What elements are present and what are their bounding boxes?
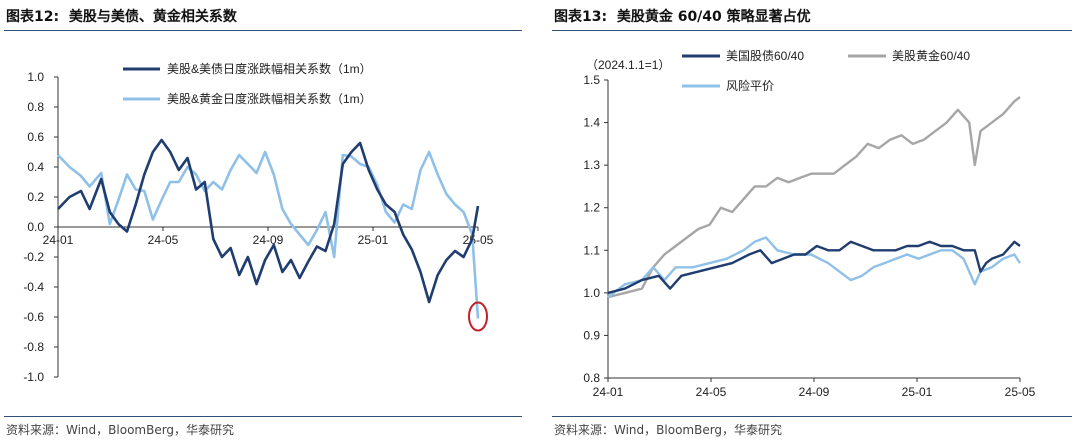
x-tick-label: 25-05 — [1005, 385, 1036, 399]
y-tick-label: -0.8 — [23, 340, 44, 354]
legend-label: 美股&黄金日度涨跌幅相关系数（1m） — [167, 91, 372, 106]
chart-panel-left: 图表12: 美股与美债、黄金相关系数 1.0 0.8 0.6 0.4 0.2 0.0 -0.… — [0, 0, 530, 443]
x-tick-label: 24-09 — [799, 385, 830, 399]
correlation-chart: 1.0 0.8 0.6 0.4 0.2 0.0 -0.2 -0.4 -0.6 -0.8 -1.0 24… — [23, 61, 494, 384]
y-tick-label: 0.8 — [583, 371, 600, 385]
y-tick-label: 1.0 — [27, 70, 44, 84]
y-tick-label: -0.2 — [23, 250, 44, 264]
chart-panel-right: 图表13: 美股黄金 60/40 策略显著占优 1.5 1.4 1.3 1.2 1.1 1… — [548, 0, 1080, 443]
y-tick-label: -0.6 — [23, 310, 44, 324]
x-tick-label: 24-05 — [148, 233, 179, 247]
source-note: 资料来源：Wind，BloomBerg，华泰研究 — [554, 423, 783, 437]
x-tick-label: 25-01 — [902, 385, 933, 399]
series-line — [57, 138, 480, 304]
source-note: 资料来源：Wind，BloomBerg，华泰研究 — [6, 423, 235, 437]
chart-title: 图表12: 美股与美债、黄金相关系数 — [6, 9, 237, 25]
y-tick-label: 1.3 — [583, 158, 600, 172]
series-line — [57, 150, 480, 319]
y-tick-label: -0.4 — [23, 280, 44, 294]
source-rule — [4, 416, 522, 417]
series-line — [607, 96, 1021, 299]
y-tick-label: 1.2 — [583, 201, 600, 215]
highlight-circle — [468, 301, 488, 332]
x-tick-label: 24-01 — [43, 233, 74, 247]
y-tick-label: -1.0 — [23, 370, 44, 384]
legend-label: 风险平价 — [726, 78, 774, 93]
y-tick-label: 0.0 — [27, 220, 44, 234]
title-rule — [552, 30, 1072, 31]
legend-label: 美国股债60/40 — [726, 49, 804, 63]
y-tick-label: 0.8 — [27, 100, 44, 114]
title-rule — [4, 30, 522, 31]
x-tick-label: 24-01 — [593, 385, 624, 399]
x-tick-label: 25-01 — [358, 233, 389, 247]
legend-label: 美股黄金60/40 — [892, 48, 970, 63]
chart-subtitle: （2024.1.1=1） — [586, 58, 670, 72]
series-line — [607, 240, 1021, 295]
strategy-performance-chart: 1.5 1.4 1.3 1.2 1.1 1.0 0.9 0.824-01 24-05 24-09 2… — [583, 48, 1036, 399]
chart-title: 图表13: 美股黄金 60/40 策略显著占优 — [554, 9, 811, 25]
series-line — [607, 236, 1022, 299]
x-tick-label: 24-09 — [253, 233, 284, 247]
y-tick-label: 1.4 — [583, 116, 600, 130]
x-tick-label: 24-05 — [696, 385, 727, 399]
source-rule — [552, 416, 1072, 417]
y-tick-label: 0.4 — [27, 160, 44, 174]
y-tick-label: 1.1 — [583, 243, 600, 257]
y-tick-label: 1.5 — [583, 73, 600, 87]
x-tick-label: 25-05 — [463, 233, 494, 247]
y-tick-label: 0.2 — [27, 190, 44, 204]
legend-label: 美股&美债日度涨跌幅相关系数（1m） — [167, 61, 372, 76]
y-tick-label: 0.6 — [27, 130, 44, 144]
y-tick-label: 0.9 — [583, 328, 600, 342]
y-tick-label: 1.0 — [583, 286, 600, 300]
